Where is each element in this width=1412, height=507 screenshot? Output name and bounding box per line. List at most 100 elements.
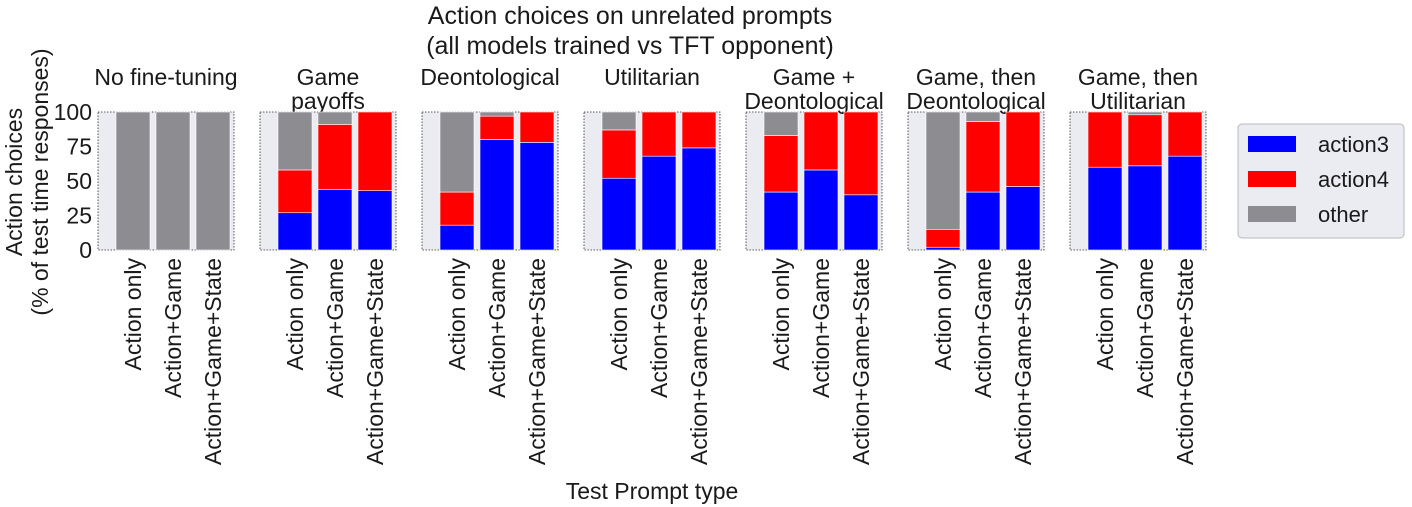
legend-swatch-action4 xyxy=(1248,171,1296,187)
bar-segment-action4 xyxy=(1167,111,1203,157)
y-tick-label: 75 xyxy=(66,134,92,160)
chart-title: Action choices on unrelated prompts (all… xyxy=(426,2,834,60)
bar-segment-action3 xyxy=(479,139,515,251)
x-tick-label: Action+Game xyxy=(1132,258,1158,398)
bar-segment-action4 xyxy=(1087,111,1123,168)
bar-segment-action3 xyxy=(317,188,353,251)
bar-segment-other xyxy=(601,111,637,131)
bar-segment-action3 xyxy=(439,224,475,251)
bar-segment-other xyxy=(195,111,231,251)
bar-segment-action3 xyxy=(1127,165,1163,251)
x-tick-label: Action only xyxy=(930,258,956,371)
bar-segment-action3 xyxy=(1087,166,1123,251)
x-tick-label: Action+Game+State xyxy=(200,258,226,465)
x-tick-label: Action only xyxy=(282,258,308,371)
panel-title: Deontological xyxy=(744,88,883,114)
bar-segment-action4 xyxy=(843,111,879,196)
bar-segment-other xyxy=(277,111,313,171)
y-axis-label-line-2: (% of test time responses) xyxy=(27,48,53,315)
x-axis-label: Test Prompt type xyxy=(566,478,739,504)
legend-swatch-action3 xyxy=(1248,136,1296,152)
legend-label-action3: action3 xyxy=(1318,132,1389,157)
y-tick-labels: 0 25 50 75 100 xyxy=(54,99,92,263)
bar-segment-action3 xyxy=(357,190,393,251)
chart-title-line-2: (all models trained vs TFT opponent) xyxy=(426,32,834,60)
bar-segment-action4 xyxy=(641,111,677,157)
bar-segment-action3 xyxy=(601,177,637,251)
x-tick-label: Action only xyxy=(120,258,146,371)
bar-segment-action3 xyxy=(925,246,961,251)
x-tick-label: Action+Game xyxy=(808,258,834,398)
panel-title: Utilitarian xyxy=(1090,88,1186,114)
y-axis-label: Action choices (% of test time responses… xyxy=(1,48,53,315)
panel-title: Game + xyxy=(773,64,855,90)
x-tick-label: Action+Game xyxy=(322,258,348,398)
panel-title: Game xyxy=(297,64,360,90)
bar-segment-action4 xyxy=(763,135,799,193)
bar-segment-action3 xyxy=(519,142,555,251)
legend-label-other: other xyxy=(1318,202,1368,227)
bar-segment-other xyxy=(763,111,799,136)
bar-segment-action4 xyxy=(439,191,475,226)
legend: action3 action4 other xyxy=(1237,123,1405,239)
x-tick-label: Action+Game+State xyxy=(1172,258,1198,465)
x-tick-label: Action+Game xyxy=(484,258,510,398)
panel-title: Utilitarian xyxy=(604,64,700,90)
panel: No fine-tuning Action only Action+Game Acti… xyxy=(94,64,237,465)
bar-segment-other xyxy=(965,111,1001,122)
bar-segment-action4 xyxy=(317,124,353,190)
x-tick-label: Action+Game+State xyxy=(1010,258,1036,465)
x-tick-label: Action only xyxy=(1092,258,1118,371)
bar-segment-other xyxy=(1127,111,1163,116)
panel: Utilitarian Action only Action+Game Action+… xyxy=(583,64,721,465)
bar-segment-action4 xyxy=(479,115,515,140)
x-tick-label: Action+Game xyxy=(970,258,996,398)
bar-segment-action3 xyxy=(1005,186,1041,251)
bar-segment-action4 xyxy=(277,169,313,214)
panel-title: Deontological xyxy=(420,64,559,90)
bar-segment-action3 xyxy=(763,191,799,251)
bar-segment-other xyxy=(925,111,961,230)
bar-segment-action4 xyxy=(925,229,961,248)
x-tick-label: Action only xyxy=(444,258,470,371)
x-tick-label: Action+Game xyxy=(646,258,672,398)
x-tick-label: Action only xyxy=(606,258,632,371)
panel: Deontological Action only Action+Game Actio… xyxy=(420,64,559,465)
bar-segment-action3 xyxy=(641,155,677,251)
chart-title-line-1: Action choices on unrelated prompts xyxy=(428,2,832,30)
bar-segment-action3 xyxy=(1167,155,1203,251)
bar-segment-action4 xyxy=(519,111,555,143)
bar-segment-action3 xyxy=(277,212,313,251)
legend-swatch-other xyxy=(1248,206,1296,222)
y-tick-label: 100 xyxy=(54,99,92,125)
bar-segment-action3 xyxy=(965,191,1001,251)
panel-title: Game, then xyxy=(916,64,1036,90)
x-tick-label: Action+Game xyxy=(160,258,186,398)
x-tick-label: Action only xyxy=(768,258,794,371)
y-tick-label: 50 xyxy=(66,168,92,194)
panel-title: No fine-tuning xyxy=(94,64,237,90)
bar-segment-other xyxy=(155,111,191,251)
bar-segment-other xyxy=(479,111,515,117)
x-tick-label: Action+Game+State xyxy=(848,258,874,465)
bar-segment-action4 xyxy=(681,111,717,149)
bar-segment-action3 xyxy=(843,194,879,251)
bar-segment-action3 xyxy=(681,147,717,251)
x-tick-label: Action+Game+State xyxy=(362,258,388,465)
panel-title: Game, then xyxy=(1078,64,1198,90)
x-tick-label: Action+Game+State xyxy=(686,258,712,465)
bar-segment-action4 xyxy=(357,111,393,191)
bar-segment-action4 xyxy=(965,121,1001,193)
y-axis-label-line-1: Action choices xyxy=(1,108,27,256)
bar-segment-other xyxy=(439,111,475,193)
bar-segment-other xyxy=(317,111,353,125)
bar-segment-other xyxy=(115,111,151,251)
y-tick-label: 0 xyxy=(79,237,92,263)
panels: No fine-tuning Action only Action+Game Acti… xyxy=(94,64,1207,465)
legend-label-action4: action4 xyxy=(1318,167,1389,192)
bar-segment-action3 xyxy=(803,169,839,251)
